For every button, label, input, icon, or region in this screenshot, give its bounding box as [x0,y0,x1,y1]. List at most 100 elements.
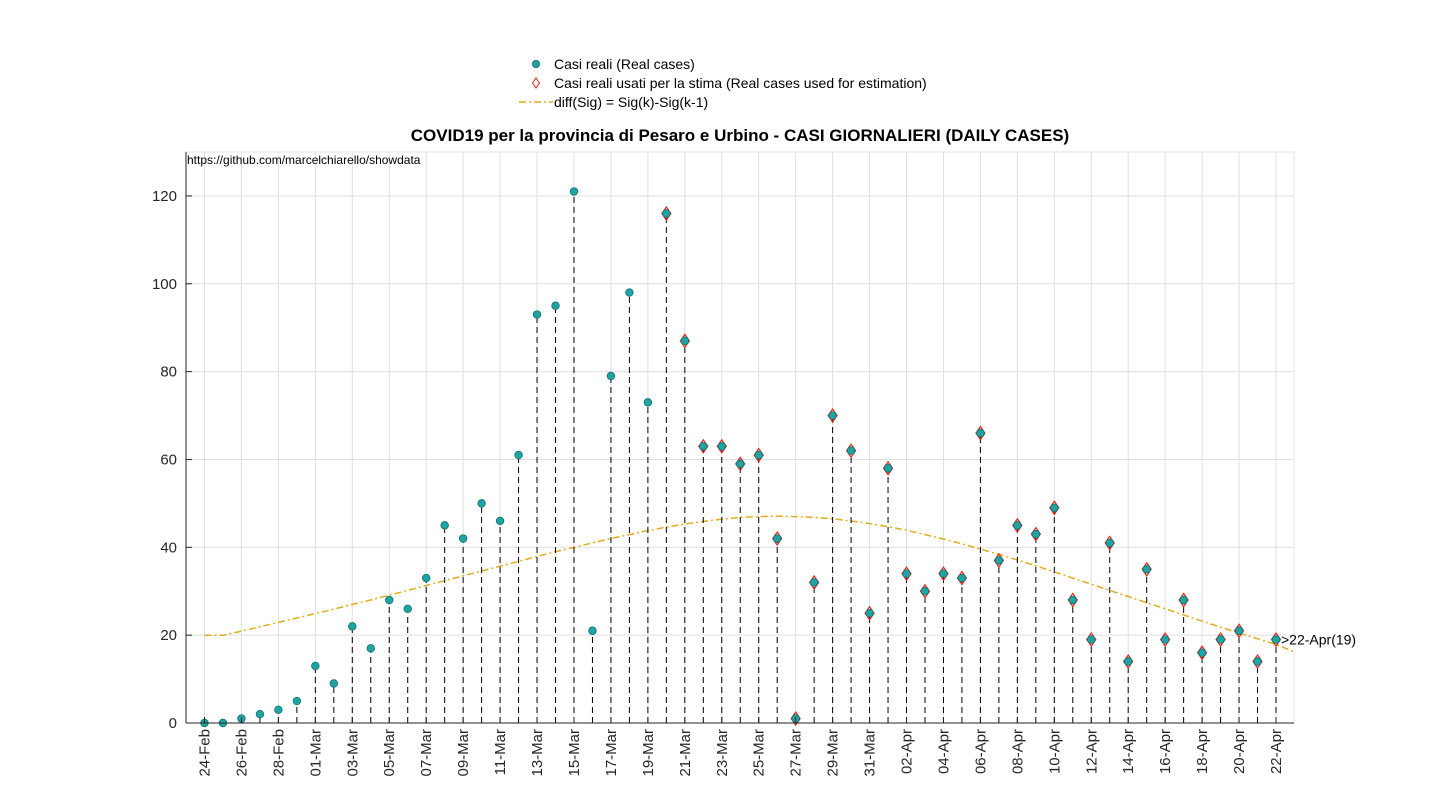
x-tick-label: 20-Apr [1231,729,1248,774]
x-tick-label: 23-Mar [714,729,731,777]
x-tick-label: 18-Apr [1194,729,1211,774]
data-point [920,587,930,596]
data-point [255,710,265,719]
trend-line-diff-sig [204,515,1295,653]
chart-title: COVID19 per la provincia di Pesaro e Urb… [411,126,1069,145]
x-tick-label: 01-Mar [307,729,324,777]
x-tick-label: 09-Mar [455,729,472,777]
y-tick-label: 20 [160,627,177,644]
data-point [477,499,486,508]
x-tick-label: 11-Mar [492,729,509,775]
x-tick-label: 03-Mar [344,729,361,777]
data-point [495,516,505,526]
data-point [421,573,431,583]
x-tick-label: 31-Mar [862,729,879,777]
data-point [1179,595,1188,605]
x-tick-label: 22-Apr [1268,729,1285,774]
trend-layer [204,515,1295,653]
data-point [699,442,708,451]
y-tick-label: 0 [169,715,177,732]
y-tick-label: 80 [160,364,177,381]
data-point [1197,648,1207,657]
y-tick-label: 100 [152,276,177,293]
x-tick-label: 08-Apr [1009,729,1026,774]
data-point [1087,635,1096,644]
data-point [1216,635,1225,644]
data-point [606,371,616,381]
data-point [902,569,911,578]
data-point [551,301,560,310]
data-point [846,446,856,455]
data-point [643,398,653,407]
data-point [1253,657,1262,666]
x-tick-label: 15-Mar [566,729,583,777]
data-point [348,622,357,631]
data-point [754,450,763,460]
x-tick-label: 12-Apr [1083,729,1100,774]
source-url-annotation: https://github.com/marcelchiarello/showd… [187,153,421,167]
data-point [1142,565,1151,574]
x-tick-label: 28-Feb [270,729,287,777]
y-tick-label: 60 [160,451,177,468]
x-tick-label: 07-Mar [418,729,435,777]
data-point [717,442,726,451]
data-point [532,310,542,319]
data-point [1160,635,1170,644]
x-tick-label: 27-Mar [788,729,805,777]
data-point [311,661,320,671]
data-point [994,556,1004,565]
marker-layer [200,187,1282,728]
legend-diff-label: diff(Sig) = Sig(k)-Sig(k-1) [554,94,708,110]
data-point [274,705,283,715]
y-tick-label: 120 [152,188,177,205]
data-point [292,696,302,706]
data-point [865,608,874,618]
x-tick-label: 02-Apr [899,729,916,774]
data-point [385,595,394,605]
data-point [514,450,523,460]
data-point [883,464,893,473]
data-point [1068,595,1077,605]
data-point [458,534,468,543]
legend-real-cases-marker [532,60,540,68]
data-point [680,336,690,346]
x-tick-label: 06-Apr [972,729,989,774]
legend-estimation-marker [531,77,541,89]
x-tick-label: 21-Mar [677,729,694,777]
x-tick-label: 13-Mar [529,729,546,777]
x-tick-label: 17-Mar [603,729,620,777]
x-tick-label: 19-Mar [640,729,657,777]
x-tick-label: 04-Apr [935,729,952,774]
x-tick-label: 14-Apr [1120,729,1137,774]
data-point [662,209,671,218]
data-point [1124,657,1133,666]
data-point [569,187,579,196]
data-point [588,626,597,635]
data-point [809,578,819,587]
data-point [1013,521,1022,530]
legend-real-cases-label: Casi reali (Real cases) [554,56,695,72]
data-point [625,288,634,297]
data-point [1105,538,1114,548]
data-point [366,644,375,653]
data-point [1031,529,1041,539]
x-tick-label: 29-Mar [825,729,842,777]
data-point [957,573,967,583]
x-tick-label: 05-Mar [381,729,398,777]
y-tick-label: 40 [160,539,177,556]
data-point [1271,635,1281,644]
data-point [772,534,782,543]
data-point [736,459,745,469]
axes-layer: 0 20 40 60 80 100 120 24-Feb 26-Feb 28-Feb 01-Mar 0… [152,151,1295,777]
legend-estimation-label: Casi reali usati per la stima (Real case… [554,75,927,91]
x-tick-label: 25-Mar [751,729,768,777]
x-tick-label: 26-Feb [233,729,250,777]
data-point [403,604,412,613]
text-layer: COVID19 per la provincia di Pesaro e Urb… [187,126,1356,648]
end-point-label: >22-Apr(19) [1281,632,1356,648]
data-point [828,411,837,420]
data-point [1234,626,1244,635]
x-tick-label: 16-Apr [1157,729,1174,774]
data-point [976,428,985,438]
